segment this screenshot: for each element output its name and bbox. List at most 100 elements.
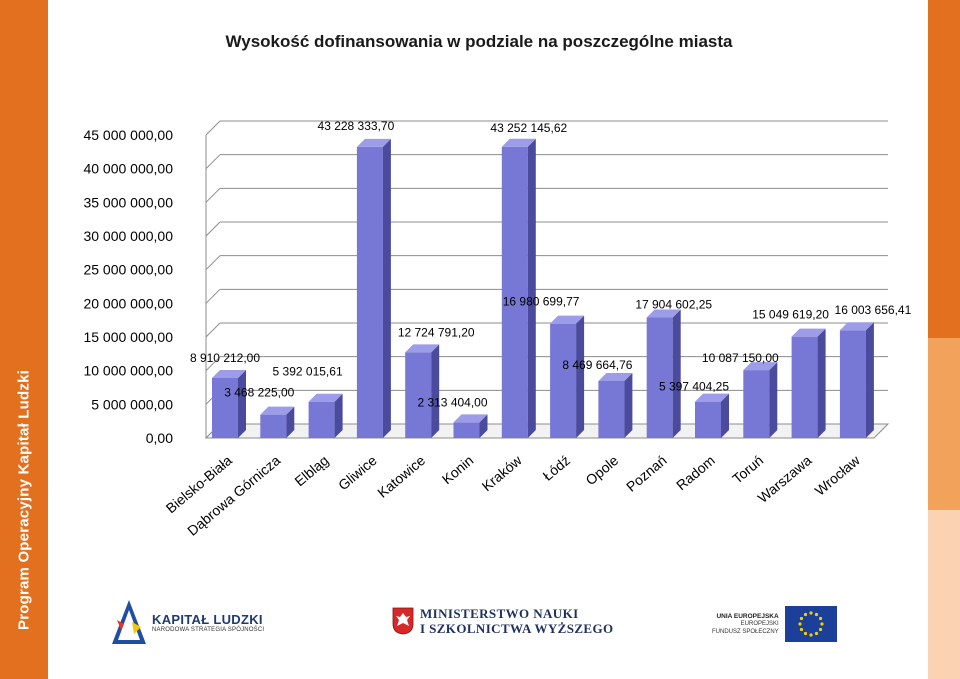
kapital-ludzki-logo: KAPITAŁ LUDZKI NARODOWA STRATEGIA SPÓJNO…	[112, 600, 264, 644]
y-axis-tick-labels: 0,00 5 000 000,00 10 000 000,00 15 000 000,…	[83, 127, 173, 446]
sidebar-band: Program Operacyjny Kapitał Ludzki	[0, 0, 48, 679]
bar-top-13	[791, 328, 826, 337]
eu-star	[809, 633, 813, 637]
polish-eagle-emblem-icon	[392, 607, 414, 635]
gridline-diagonal	[205, 288, 221, 304]
y-tick-label: 15 000 000,00	[83, 329, 173, 345]
eu-star	[818, 627, 822, 632]
data-label-9: 8 469 664,76	[562, 358, 632, 372]
data-label-14: 16 003 656,41	[835, 303, 912, 317]
gridline-diagonal	[205, 322, 221, 338]
bar-side-5	[431, 344, 440, 438]
bar-4	[356, 146, 383, 439]
gridline-diagonal	[205, 154, 221, 170]
bar-8	[550, 323, 577, 438]
bar-12	[743, 370, 770, 438]
category-label-3: Elbląg	[291, 452, 331, 489]
data-label-5: 12 724 791,20	[398, 325, 475, 339]
bar-top-8	[550, 315, 585, 324]
category-label-6: Konin	[439, 452, 477, 487]
data-label-7: 43 252 145,62	[490, 121, 567, 135]
y-tick-label: 25 000 000,00	[83, 262, 173, 278]
eu-star	[803, 612, 807, 617]
bar-side-1	[238, 370, 246, 438]
y-tick-label: 35 000 000,00	[83, 194, 173, 210]
kapital-ludzki-title: KAPITAŁ LUDZKI	[152, 611, 263, 627]
ue-logo: UNIA EUROPEJSKA EUROPEJSKI FUNDUSZ SPOŁE…	[712, 606, 837, 642]
eu-star	[799, 616, 803, 621]
bar-5	[405, 352, 432, 438]
bar-10	[646, 317, 673, 438]
y-tick-label: 5 000 000,00	[91, 396, 173, 412]
bar-13	[791, 336, 818, 438]
chart: Wysokość dofinansowania w podziale na po…	[83, 32, 912, 539]
category-label-12: Toruń	[729, 452, 766, 487]
ministerstwo-line-1: MINISTERSTWO NAUKI	[420, 606, 579, 621]
chart-floor	[204, 423, 890, 439]
data-label-11: 5 397 404,25	[659, 380, 729, 394]
bar-top-12	[743, 362, 778, 371]
axes	[204, 135, 890, 439]
category-label-9: Opole	[582, 452, 621, 488]
bar-side-4	[382, 138, 391, 439]
category-label-7: Kraków	[479, 451, 526, 494]
bar-side-8	[576, 315, 585, 438]
right-band-segment-bottom	[928, 510, 960, 679]
kapital-ludzki-emblem-icon	[112, 600, 146, 644]
data-label-1: 8 910 212,00	[190, 351, 260, 365]
bar-11	[695, 401, 721, 438]
bar-side-9	[624, 372, 633, 438]
right-band-segment-top	[928, 0, 960, 338]
bar-top-4	[356, 138, 391, 147]
y-tick-label: 10 000 000,00	[83, 363, 173, 379]
data-label-2: 3 468 225,00	[224, 386, 294, 400]
gridline-diagonal	[205, 187, 221, 203]
ue-subtitle-1: EUROPEJSKI	[740, 620, 779, 627]
bar-6	[453, 422, 480, 438]
category-label-14: Wrocław	[812, 451, 864, 498]
bar-7	[501, 146, 528, 438]
category-label-8: Łódź	[539, 452, 573, 484]
category-label-10: Poznań	[623, 452, 670, 495]
data-label-12: 10 087 150,00	[702, 351, 779, 365]
data-labels: 8 910 212,00 3 468 225,00 5 392 015,61 43 2…	[190, 119, 912, 409]
bar-1	[212, 378, 238, 438]
right-band-segment-middle	[928, 338, 960, 510]
bar-top-10	[646, 309, 681, 318]
bar-side-7	[527, 138, 536, 438]
gridlines	[205, 120, 888, 439]
data-label-10: 17 904 602,25	[635, 297, 712, 311]
ue-title: UNIA EUROPEJSKA	[716, 612, 779, 620]
eu-star	[799, 627, 803, 632]
category-label-5: Katowice	[374, 452, 428, 501]
bars	[212, 138, 874, 439]
gridline-diagonal	[205, 120, 221, 136]
y-tick-label: 30 000 000,00	[83, 228, 173, 244]
bar-2	[260, 414, 287, 438]
eu-flag-icon	[784, 606, 837, 642]
category-label-13: Warszawa	[755, 452, 815, 506]
right-color-band	[928, 0, 960, 679]
gridline-diagonal	[205, 356, 221, 372]
bar-top-1	[212, 370, 246, 379]
data-label-13: 15 049 619,20	[752, 308, 829, 322]
gridline-diagonal	[205, 255, 221, 271]
bar-top-11	[695, 393, 729, 402]
bar-top-3	[308, 393, 343, 402]
y-tick-label: 20 000 000,00	[83, 295, 173, 311]
bar-side-11	[721, 393, 729, 438]
eu-star	[820, 622, 824, 626]
bar-side-3	[334, 393, 343, 438]
ministerstwo-logo: MINISTERSTWO NAUKI I SZKOLNICTWA WYŻSZEG…	[392, 606, 614, 636]
bar-14	[839, 330, 866, 438]
bar-top-7	[501, 138, 536, 147]
bar-side-10	[672, 309, 681, 438]
data-label-8: 16 980 699,77	[503, 295, 580, 309]
bar-side-13	[817, 328, 826, 438]
data-label-6: 2 313 404,00	[417, 395, 487, 409]
gridline-diagonal	[205, 221, 221, 237]
data-label-3: 5 392 015,61	[273, 365, 343, 379]
eu-star	[809, 611, 813, 615]
ue-subtitle-2: FUNDUSZ SPOŁECZNY	[712, 628, 779, 635]
